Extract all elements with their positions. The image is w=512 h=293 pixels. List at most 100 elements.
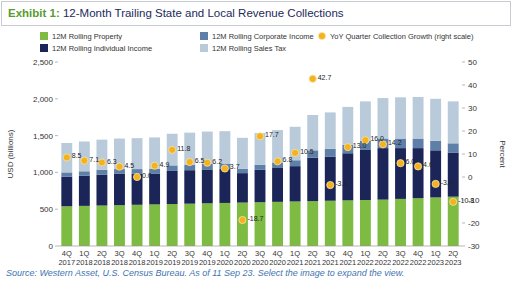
scatter-point [274, 158, 281, 165]
x-tick-label-line: 2022 [392, 258, 409, 267]
x-tick-label-line: 1Q [150, 249, 160, 258]
data-label: 4.5 [124, 162, 134, 169]
x-tick-label-line: 2Q [448, 249, 458, 258]
x-tick-label-line: 2Q [97, 249, 107, 258]
x-tick-label: 4Q2019 [199, 249, 216, 267]
x-tick-label-line: 2019 [146, 258, 163, 267]
bar [378, 200, 389, 246]
bar [184, 204, 195, 246]
x-tick-label-line: 2023 [427, 258, 444, 267]
x-tick-label: 3Q2020 [252, 249, 269, 267]
y2-tick [462, 62, 465, 63]
bar [290, 127, 301, 160]
x-tick-label: 2Q2019 [164, 249, 181, 267]
y2-tick [462, 85, 465, 86]
bar [360, 101, 371, 140]
bar [290, 166, 301, 201]
y2-tick-label: 50 [468, 58, 477, 67]
bar [96, 170, 107, 175]
y-tick [55, 209, 58, 210]
data-label: 3.7 [230, 163, 240, 170]
data-label: -3.0 [441, 179, 453, 186]
x-tick-label-line: 2019 [164, 258, 181, 267]
bar [79, 176, 90, 206]
bar [395, 199, 406, 246]
data-label: 13.0 [353, 142, 367, 149]
bar [430, 141, 441, 151]
x-tick-label-line: 1Q [360, 249, 370, 258]
bar [237, 203, 248, 246]
bar [184, 170, 195, 203]
bar [395, 148, 406, 199]
data-label: 6.8 [283, 156, 293, 163]
data-label: -3.5 [335, 180, 347, 187]
data-label: 7.1 [89, 156, 99, 163]
bar [255, 133, 266, 165]
legend-label: YoY Quarter Collection Growth (right sca… [330, 32, 474, 41]
x-tick-label-line: 2018 [76, 258, 93, 267]
legend-label: 12M Rolling Corporate Income [212, 32, 314, 41]
bar [307, 115, 318, 150]
y-tick-label: 500 [40, 205, 54, 214]
data-label: 6.0 [406, 158, 416, 165]
x-tick-label: 2Q2020 [234, 249, 251, 267]
bar [272, 168, 283, 202]
legend-swatch [200, 44, 208, 52]
data-label: 17.7 [265, 131, 279, 138]
y-tick-label: 2,500 [33, 58, 54, 67]
x-tick-label: 4Q2018 [129, 249, 146, 267]
x-tick-label: 2Q2021 [304, 249, 321, 267]
scatter-point [414, 163, 421, 170]
bar [413, 148, 424, 198]
bar [448, 153, 459, 197]
data-label: 11.8 [177, 145, 190, 152]
scatter-point [169, 146, 176, 153]
data-label: 10.5 [300, 148, 314, 155]
bar [202, 203, 213, 246]
data-label: 8.5 [72, 152, 82, 159]
x-tick-label-line: 2017 [58, 258, 75, 267]
y2-tick [462, 223, 465, 224]
legend-label: 12M Rolling Property [52, 32, 122, 41]
bar [114, 205, 125, 246]
x-tick-label: 4Q2022 [410, 249, 427, 267]
bar [61, 206, 72, 246]
y-axis-label: USD (billions) [6, 129, 15, 178]
x-tick-label-line: 2Q [237, 249, 247, 258]
bar [325, 149, 336, 157]
y2-tick [462, 154, 465, 155]
bar [413, 97, 424, 139]
y-tick [55, 172, 58, 173]
data-label: 4.9 [160, 161, 170, 168]
bar [61, 172, 72, 176]
x-tick-label-line: 1Q [290, 249, 300, 258]
x-tick-label-line: 3Q [255, 249, 265, 258]
bar [430, 150, 441, 197]
x-tick-label-line: 2020 [234, 258, 251, 267]
y2-axis-label: Percent [498, 140, 507, 168]
y2-tick-label: 20 [468, 127, 477, 136]
title-part: Exhibit 1: [8, 7, 60, 19]
chart: Exhibit 1: 12-Month Trailing State and L… [0, 0, 512, 293]
x-tick-label: 4Q2017 [58, 249, 75, 267]
bar [448, 143, 459, 152]
bar [342, 107, 353, 145]
title-part: 12-Month Trailing State and Local Revenu… [60, 7, 344, 19]
bar [430, 99, 441, 141]
scatter-point [432, 180, 439, 187]
y-tick-label: 2,000 [33, 95, 54, 104]
bar [237, 173, 248, 202]
legend-label: 12M Rolling Sales Tax [212, 44, 286, 53]
bar [96, 206, 107, 246]
bar [149, 204, 160, 246]
scatter-point [151, 162, 158, 169]
x-tick-label-line: 2021 [287, 258, 304, 267]
scatter-point [204, 159, 211, 166]
title: Exhibit 1: 12-Month Trailing State and L… [8, 7, 344, 19]
x-tick-label-line: 2019 [181, 258, 198, 267]
bar [325, 201, 336, 246]
bar [79, 206, 90, 246]
bar [325, 157, 336, 201]
y2-tick-label: 0 [468, 173, 473, 182]
y2-tick [462, 108, 465, 109]
